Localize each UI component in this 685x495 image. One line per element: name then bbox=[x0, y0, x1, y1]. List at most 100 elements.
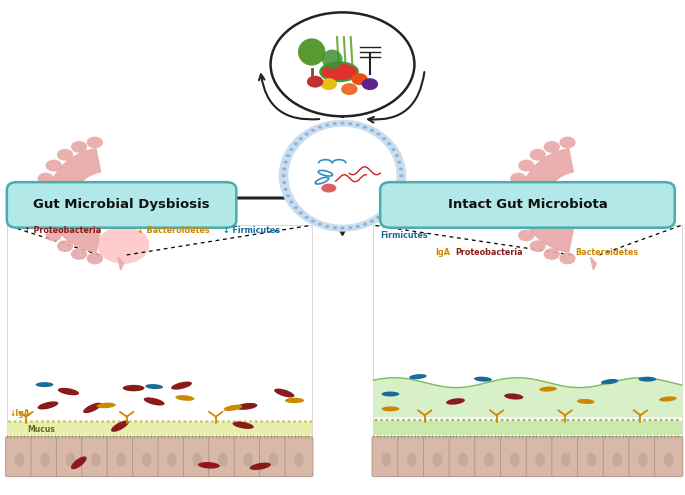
Text: Gut Microbial Dysbiosis: Gut Microbial Dysbiosis bbox=[34, 198, 210, 211]
Circle shape bbox=[649, 419, 652, 421]
Ellipse shape bbox=[638, 377, 656, 382]
FancyBboxPatch shape bbox=[423, 437, 451, 477]
Circle shape bbox=[370, 129, 374, 132]
Text: IgA: IgA bbox=[435, 248, 450, 257]
FancyBboxPatch shape bbox=[603, 437, 632, 477]
Ellipse shape bbox=[291, 129, 394, 223]
Circle shape bbox=[539, 419, 543, 421]
Ellipse shape bbox=[218, 452, 227, 467]
Circle shape bbox=[8, 420, 11, 423]
Circle shape bbox=[387, 142, 391, 145]
Circle shape bbox=[156, 420, 160, 423]
Circle shape bbox=[363, 223, 367, 226]
Circle shape bbox=[599, 419, 603, 421]
Circle shape bbox=[38, 173, 54, 185]
FancyBboxPatch shape bbox=[372, 437, 400, 477]
Circle shape bbox=[271, 420, 275, 423]
FancyBboxPatch shape bbox=[629, 437, 657, 477]
Circle shape bbox=[530, 240, 546, 252]
Circle shape bbox=[304, 420, 308, 423]
Circle shape bbox=[118, 420, 121, 423]
Circle shape bbox=[145, 420, 149, 423]
FancyBboxPatch shape bbox=[655, 437, 683, 477]
Circle shape bbox=[382, 211, 386, 214]
Circle shape bbox=[556, 419, 559, 421]
Circle shape bbox=[112, 420, 116, 423]
Circle shape bbox=[222, 420, 225, 423]
FancyBboxPatch shape bbox=[107, 437, 135, 477]
Polygon shape bbox=[288, 127, 397, 225]
Ellipse shape bbox=[510, 452, 519, 467]
Circle shape bbox=[518, 160, 534, 171]
Circle shape bbox=[34, 187, 49, 199]
Circle shape bbox=[299, 137, 303, 140]
Circle shape bbox=[305, 133, 309, 136]
Circle shape bbox=[238, 420, 242, 423]
Circle shape bbox=[284, 188, 288, 191]
Circle shape bbox=[370, 220, 374, 223]
Circle shape bbox=[25, 420, 27, 423]
Circle shape bbox=[47, 420, 50, 423]
Circle shape bbox=[19, 420, 22, 423]
Circle shape bbox=[282, 174, 286, 177]
Circle shape bbox=[290, 200, 294, 203]
Circle shape bbox=[440, 419, 444, 421]
Circle shape bbox=[333, 122, 337, 125]
Circle shape bbox=[14, 420, 16, 423]
Circle shape bbox=[397, 188, 401, 191]
Circle shape bbox=[63, 420, 66, 423]
Polygon shape bbox=[48, 148, 101, 252]
Ellipse shape bbox=[223, 405, 242, 411]
FancyBboxPatch shape bbox=[56, 437, 84, 477]
Circle shape bbox=[184, 420, 187, 423]
Circle shape bbox=[286, 154, 290, 157]
Ellipse shape bbox=[382, 452, 391, 467]
Circle shape bbox=[616, 419, 619, 421]
Polygon shape bbox=[279, 120, 406, 232]
Circle shape bbox=[512, 419, 515, 421]
Circle shape bbox=[643, 419, 647, 421]
Circle shape bbox=[123, 420, 127, 423]
Ellipse shape bbox=[171, 382, 192, 390]
Circle shape bbox=[79, 420, 83, 423]
Circle shape bbox=[379, 419, 384, 421]
Circle shape bbox=[397, 161, 401, 164]
Circle shape bbox=[561, 419, 564, 421]
Circle shape bbox=[560, 137, 575, 148]
Circle shape bbox=[375, 419, 378, 421]
FancyBboxPatch shape bbox=[577, 437, 606, 477]
Circle shape bbox=[58, 420, 61, 423]
Circle shape bbox=[195, 420, 198, 423]
Ellipse shape bbox=[458, 452, 468, 467]
Ellipse shape bbox=[536, 452, 545, 467]
Circle shape bbox=[495, 419, 499, 421]
Ellipse shape bbox=[97, 402, 116, 408]
Circle shape bbox=[468, 419, 471, 421]
Circle shape bbox=[38, 216, 54, 228]
FancyBboxPatch shape bbox=[7, 182, 236, 228]
Circle shape bbox=[391, 419, 395, 421]
Circle shape bbox=[518, 230, 534, 241]
Polygon shape bbox=[118, 257, 123, 270]
Circle shape bbox=[376, 216, 380, 219]
Circle shape bbox=[407, 419, 411, 421]
Text: ↓ Firmicutes: ↓ Firmicutes bbox=[223, 226, 279, 235]
Circle shape bbox=[244, 420, 247, 423]
Circle shape bbox=[397, 419, 400, 421]
Ellipse shape bbox=[407, 452, 416, 467]
Circle shape bbox=[321, 78, 337, 90]
Ellipse shape bbox=[236, 403, 258, 410]
FancyBboxPatch shape bbox=[449, 437, 477, 477]
Circle shape bbox=[528, 419, 532, 421]
Circle shape bbox=[588, 419, 592, 421]
Circle shape bbox=[52, 420, 55, 423]
Circle shape bbox=[74, 420, 77, 423]
Circle shape bbox=[294, 142, 298, 145]
Circle shape bbox=[299, 211, 303, 214]
Ellipse shape bbox=[198, 462, 220, 469]
Circle shape bbox=[34, 202, 49, 214]
Circle shape bbox=[167, 420, 171, 423]
Circle shape bbox=[85, 420, 88, 423]
Circle shape bbox=[282, 420, 286, 423]
FancyBboxPatch shape bbox=[526, 437, 554, 477]
